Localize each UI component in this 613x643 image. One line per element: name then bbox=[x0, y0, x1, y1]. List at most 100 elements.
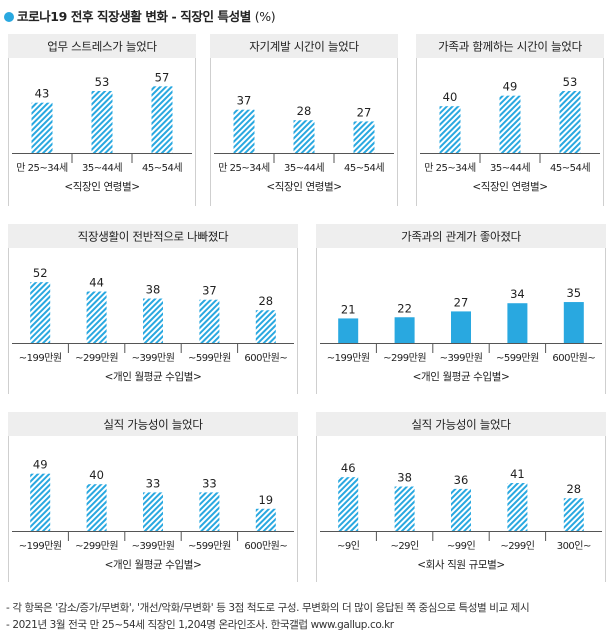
category-label-5: 600만원~ bbox=[244, 540, 287, 552]
category-label-1: ~199만원 bbox=[327, 352, 370, 364]
footnotes: - 각 항목은 '감소/증가/무변화', '개선/악화/무변화' 등 3점 척도… bbox=[6, 600, 530, 634]
chart-header bbox=[316, 224, 606, 248]
value-label-5: 35 bbox=[566, 286, 581, 300]
value-label-1: 37 bbox=[237, 94, 252, 108]
value-label-5: 28 bbox=[258, 294, 273, 308]
value-label-2: 38 bbox=[397, 471, 412, 485]
chart-header bbox=[8, 412, 298, 436]
category-label-4: ~599만원 bbox=[188, 352, 231, 364]
chart-panel-2: 자기계발 시간이 늘었다 37 만 25~34세 28 35~44세 27 45~54세<직… bbox=[210, 34, 398, 206]
value-label-2: 22 bbox=[397, 301, 412, 315]
value-label-2: 44 bbox=[89, 276, 104, 290]
value-label-3: 27 bbox=[454, 295, 469, 309]
category-label-3: ~399만원 bbox=[132, 540, 175, 552]
value-label-3: 27 bbox=[357, 105, 372, 119]
value-label-1: 49 bbox=[33, 458, 48, 472]
unit-label: (%) bbox=[254, 9, 276, 24]
chart-header bbox=[8, 224, 298, 248]
bar-3 bbox=[451, 488, 471, 531]
bar-5 bbox=[255, 310, 276, 343]
chart-panel-5: 가족과의 관계가 좋아졌다 21 ~199만원 22 ~299만원 27 ~399만원 34 ~… bbox=[316, 224, 606, 394]
bar-3 bbox=[559, 90, 581, 153]
chart-header bbox=[416, 34, 604, 58]
value-label-4: 41 bbox=[510, 467, 525, 481]
value-label-1: 43 bbox=[35, 87, 50, 101]
bar-1 bbox=[30, 473, 51, 531]
value-label-1: 40 bbox=[443, 90, 458, 104]
category-label-4: ~599만원 bbox=[188, 540, 231, 552]
chart-title: 실직 가능성이 늘었다 bbox=[411, 418, 511, 432]
category-label-5: 300인~ bbox=[557, 540, 591, 552]
bar-5 bbox=[255, 508, 276, 531]
chart-panel-7: 실직 가능성이 늘었다 46 ~9인 38 ~29인 36 ~99인 41 ~299인 28 300… bbox=[316, 412, 606, 582]
footnote-1: - 각 항목은 '감소/증가/무변화', '개선/악화/무변화' 등 3점 척도… bbox=[6, 602, 530, 614]
bar-2 bbox=[499, 95, 521, 153]
value-label-1: 52 bbox=[33, 266, 48, 280]
bar-1 bbox=[233, 109, 255, 153]
bar-2 bbox=[86, 291, 107, 343]
category-label-2: 35~44세 bbox=[82, 162, 122, 174]
bar-2 bbox=[293, 120, 315, 153]
chart-title: 업무 스트레스가 늘었다 bbox=[47, 40, 157, 54]
bar-2 bbox=[394, 317, 415, 343]
value-label-3: 36 bbox=[454, 473, 469, 487]
bar-2 bbox=[394, 486, 415, 531]
x-axis-label: <개인 월평균 수입별> bbox=[105, 370, 202, 383]
bar-4 bbox=[507, 303, 528, 343]
bar-5 bbox=[563, 498, 584, 531]
category-label-1: ~199만원 bbox=[19, 352, 62, 364]
category-label-1: ~9인 bbox=[337, 540, 360, 552]
category-label-1: 만 25~34세 bbox=[424, 162, 476, 174]
title-bullet-icon bbox=[4, 12, 14, 22]
chart-title: 가족과의 관계가 좋아졌다 bbox=[401, 230, 522, 244]
x-axis-label: <개인 월평균 수입별> bbox=[413, 370, 510, 383]
category-label-5: 600만원~ bbox=[244, 352, 287, 364]
value-label-5: 19 bbox=[258, 493, 273, 507]
category-label-3: 45~54세 bbox=[142, 162, 182, 174]
bar-3 bbox=[451, 311, 471, 343]
x-axis-label: <회사 직원 규모별> bbox=[417, 559, 505, 571]
value-label-4: 34 bbox=[510, 287, 525, 301]
bar-3 bbox=[353, 121, 375, 153]
chart-title: 직장생활이 전반적으로 나빠졌다 bbox=[78, 230, 229, 244]
category-label-3: 45~54세 bbox=[550, 162, 590, 174]
bar-5 bbox=[563, 302, 584, 343]
category-label-3: ~399만원 bbox=[440, 352, 483, 364]
category-label-4: ~599만원 bbox=[496, 352, 539, 364]
category-label-1: 만 25~34세 bbox=[16, 162, 68, 174]
category-label-2: 35~44세 bbox=[490, 162, 530, 174]
bar-4 bbox=[507, 483, 528, 531]
bar-1 bbox=[338, 477, 359, 531]
bar-1 bbox=[439, 106, 461, 153]
x-axis-label: <직장인 연령별> bbox=[64, 181, 139, 193]
x-axis-label: <개인 월평균 수입별> bbox=[105, 558, 202, 571]
category-label-2: 35~44세 bbox=[284, 162, 324, 174]
value-label-2: 40 bbox=[89, 468, 104, 482]
bar-4 bbox=[199, 299, 220, 343]
chart-panel-4: 직장생활이 전반적으로 나빠졌다 52 ~199만원 44 ~299만원 38 ~399만원… bbox=[8, 224, 298, 394]
value-label-2: 53 bbox=[95, 75, 110, 89]
bar-3 bbox=[143, 298, 163, 343]
value-label-4: 33 bbox=[202, 476, 217, 490]
chart-panel-6: 실직 가능성이 늘었다 49 ~199만원 40 ~299만원 33 ~399만원 33 ~59… bbox=[8, 412, 298, 582]
category-label-2: ~299만원 bbox=[383, 352, 426, 364]
bar-1 bbox=[338, 318, 359, 343]
value-label-5: 28 bbox=[566, 482, 581, 496]
category-label-1: 만 25~34세 bbox=[218, 162, 270, 174]
chart-header bbox=[210, 34, 398, 58]
chart-title: 실직 가능성이 늘었다 bbox=[103, 418, 203, 432]
main-title-text: 코로나19 전후 직장생활 변화 - 직장인 특성별 bbox=[17, 9, 251, 24]
main-title: 코로나19 전후 직장생활 변화 - 직장인 특성별 (%) bbox=[4, 6, 276, 25]
chart-title: 가족과 함께하는 시간이 늘었다 bbox=[438, 40, 582, 54]
bar-3 bbox=[143, 492, 163, 531]
x-axis-label: <직장인 연령별> bbox=[472, 181, 547, 193]
value-label-2: 28 bbox=[297, 104, 312, 118]
value-label-3: 53 bbox=[563, 75, 578, 89]
value-label-4: 37 bbox=[202, 284, 217, 298]
category-label-3: 45~54세 bbox=[344, 162, 384, 174]
bar-3 bbox=[151, 86, 173, 153]
x-axis-label: <직장인 연령별> bbox=[266, 181, 341, 193]
category-label-2: ~299만원 bbox=[75, 352, 118, 364]
bar-2 bbox=[86, 484, 107, 531]
chart-panel-1: 업무 스트레스가 늘었다 43 만 25~34세 53 35~44세 57 45~54세<직… bbox=[8, 34, 196, 206]
